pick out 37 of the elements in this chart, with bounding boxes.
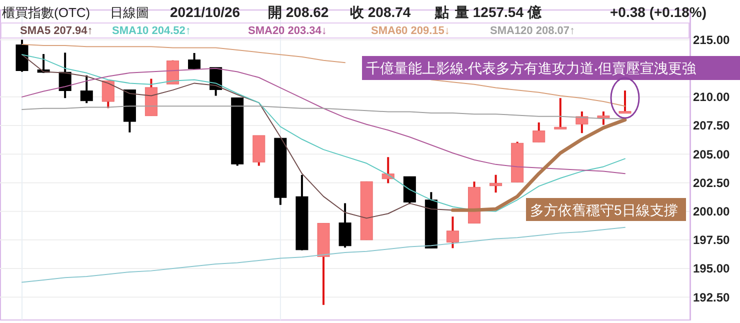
candlestick (618, 90, 632, 114)
y-tick-label: 200.00 (693, 204, 730, 219)
text: SMA10 204.52↑ (112, 25, 191, 37)
y-tick-label: 202.50 (693, 176, 730, 190)
candlestick (532, 121, 546, 144)
text: SMA20 203.34↓ (248, 25, 327, 37)
y-tick-label: 197.50 (693, 233, 730, 248)
annotation: 千億量能上影線‧代表多方有進攻力道‧但賣壓宣洩更強 (366, 60, 696, 76)
annotation: +0.38 (+0.18%) (610, 4, 707, 20)
y-tick-label: 192.50 (693, 290, 730, 304)
annotation: 多方依舊穩守5日線支撐 (530, 202, 678, 218)
candlestick (338, 202, 352, 249)
annotation: 量 1257.54 億 (454, 4, 542, 20)
candlestick (446, 216, 459, 250)
chart-subtitle: 日線圖 (110, 5, 149, 20)
candlestick (188, 52, 201, 70)
annotation: 開 208.62 (268, 4, 329, 20)
y-tick-label: 195.00 (693, 262, 730, 276)
y-tick-label: 210.00 (693, 90, 730, 104)
text: SMA60 209.15↓ (371, 25, 450, 37)
candlestick (554, 97, 567, 130)
candlestick (58, 52, 72, 100)
line-series (22, 226, 626, 283)
y-tick-label: 205.00 (693, 147, 730, 162)
candlestick (102, 80, 114, 110)
annotation: 點 (434, 4, 449, 20)
chart-title: 櫃買指數(OTC) (2, 5, 90, 20)
candlestick (576, 110, 588, 134)
annotation: 收 208.74 (350, 4, 411, 20)
annotation: 2021/10/26 (170, 4, 240, 20)
candlestick (490, 174, 502, 194)
candlestick (80, 74, 93, 104)
y-tick-label: 215.00 (693, 32, 730, 47)
text: SMA120 208.07↑ (490, 25, 575, 37)
series-label: SMA5 207.94↑ (20, 25, 93, 37)
y-tick-label: 207.50 (693, 118, 730, 133)
candlestick (597, 110, 610, 126)
